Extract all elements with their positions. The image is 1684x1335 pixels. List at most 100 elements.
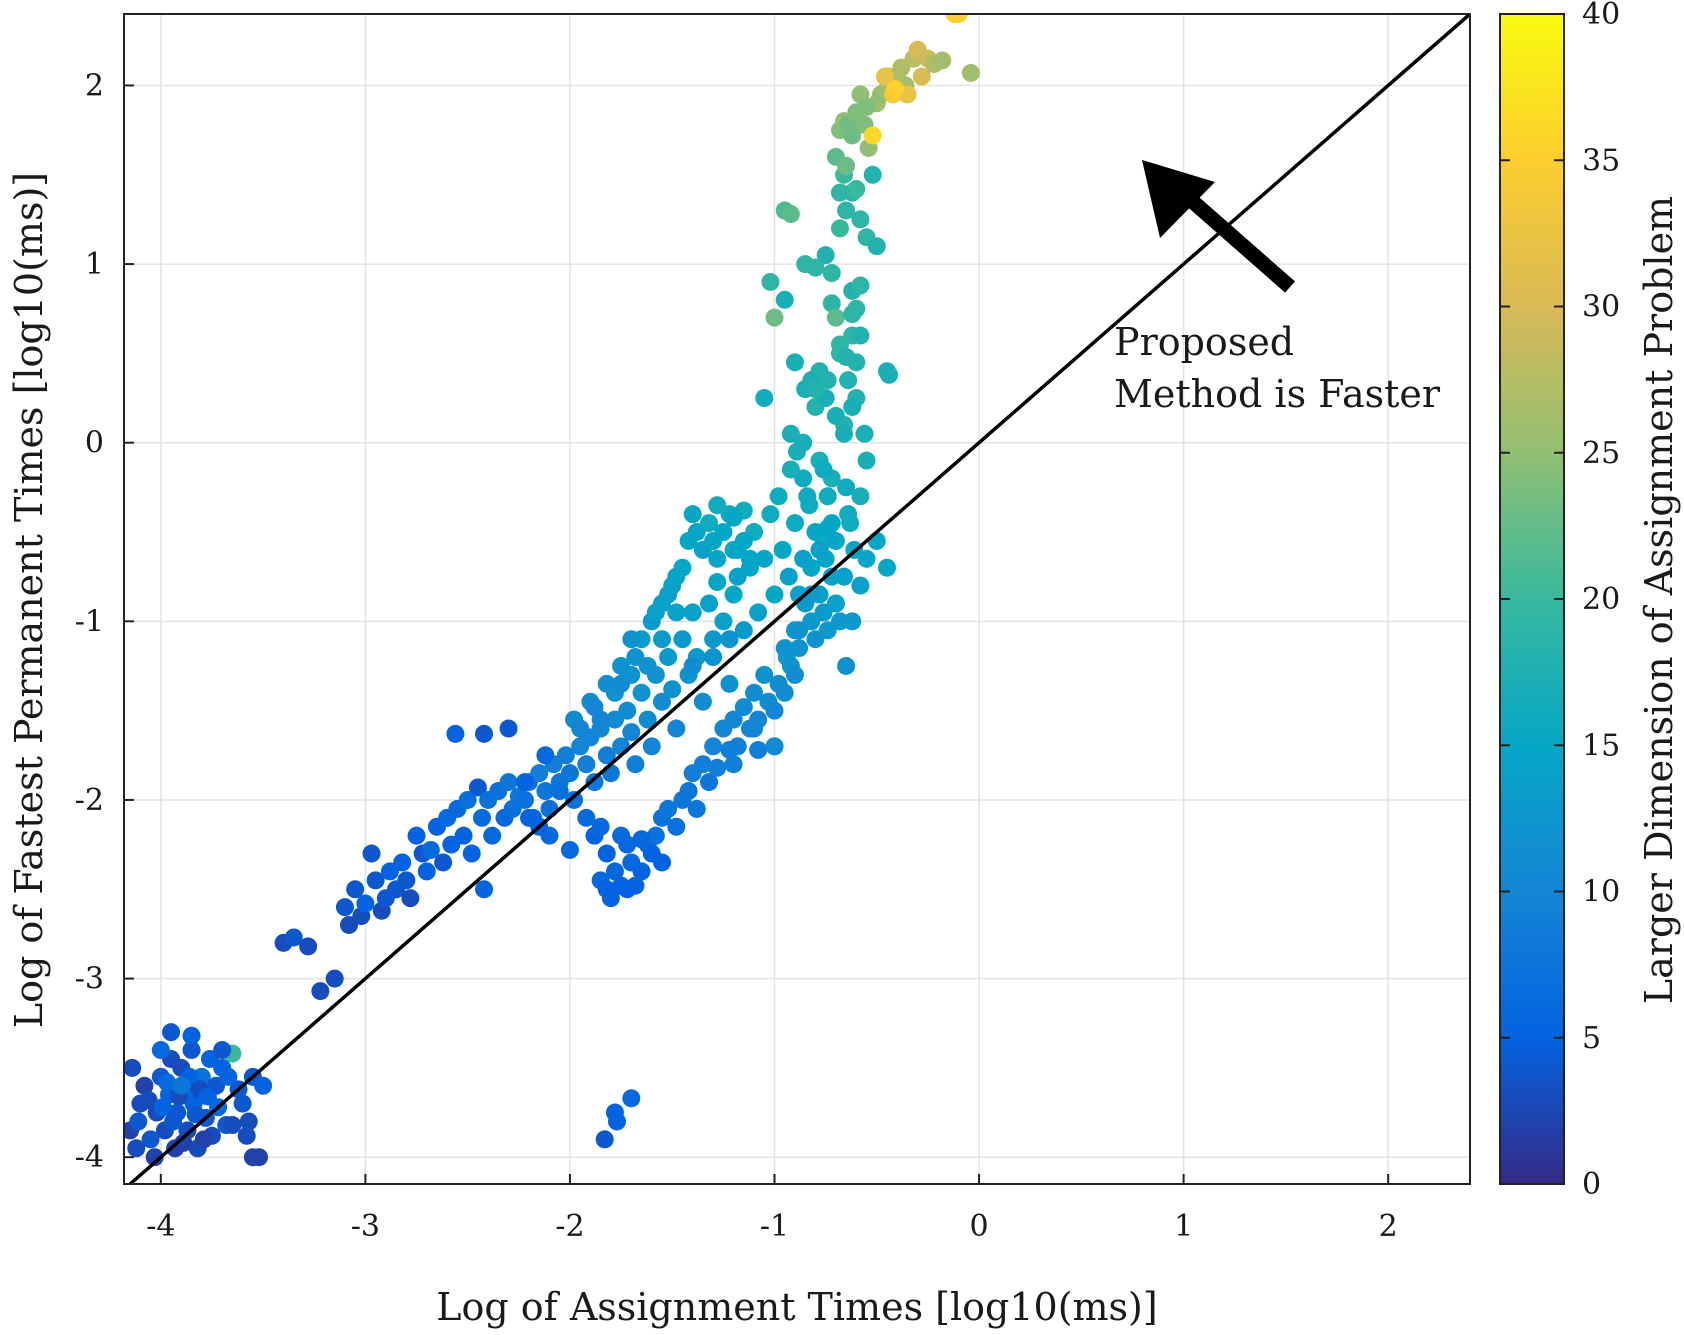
scatter-point	[652, 630, 671, 649]
y-tick-label: -2	[75, 783, 104, 818]
scatter-point	[810, 540, 829, 559]
scatter-point	[421, 840, 440, 859]
scatter-point	[182, 1041, 201, 1060]
scatter-point	[847, 353, 866, 372]
scatter-point	[652, 853, 671, 872]
scatter-point	[194, 1130, 213, 1149]
scatter-point	[687, 799, 706, 818]
scatter-point	[765, 701, 784, 720]
colorbar-tick-label: 25	[1582, 436, 1620, 471]
scatter-point	[632, 830, 651, 849]
scatter-point	[139, 1091, 158, 1110]
scatter-point	[830, 183, 849, 202]
scatter-point	[141, 1130, 160, 1149]
y-axis-label: Log of Fastest Permanent Times [log10(ms…	[7, 172, 51, 1028]
scatter-point	[800, 496, 819, 515]
scatter-point	[239, 1112, 258, 1131]
scatter-point	[773, 540, 792, 559]
scatter-point	[822, 264, 841, 283]
scatter-point	[806, 380, 825, 399]
scatter-point	[949, 14, 968, 23]
scatter-point	[734, 621, 753, 640]
data-points	[124, 14, 980, 1167]
scatter-point	[781, 424, 800, 443]
scatter-point	[835, 567, 854, 586]
scatter-point	[781, 205, 800, 224]
colorbar-label: Larger Dimension of Assignment Problem	[1637, 196, 1681, 1004]
x-tick-label: 0	[970, 1209, 989, 1244]
scatter-point	[135, 1076, 154, 1095]
scatter-point	[237, 1126, 256, 1145]
scatter-point	[818, 487, 837, 506]
scatter-point	[254, 1076, 273, 1095]
y-tick-label: -4	[75, 1140, 104, 1175]
y-tick-label: 1	[85, 247, 104, 282]
scatter-point	[708, 573, 727, 592]
scatter-point	[233, 1094, 252, 1113]
scatter-point	[454, 826, 473, 845]
scatter-point	[765, 308, 784, 327]
scatter-point	[847, 180, 866, 199]
scatter-point	[851, 326, 870, 345]
scatter-point	[745, 719, 764, 738]
scatter-point	[769, 487, 788, 506]
scatter-point	[839, 371, 858, 390]
scatter-point	[857, 97, 876, 116]
scatter-point	[826, 406, 845, 425]
scatter-point	[837, 156, 856, 175]
scatter-point	[749, 603, 768, 622]
scatter-point	[785, 353, 804, 372]
scatter-point	[124, 1058, 142, 1077]
scatter-point	[446, 724, 465, 743]
y-tick-label: -3	[75, 962, 104, 997]
scatter-point	[826, 594, 845, 613]
annotation: Proposed Method is Faster	[1114, 160, 1441, 416]
scatter-point	[700, 773, 719, 792]
colorbar-gradient	[1499, 13, 1565, 1185]
scatter-point	[362, 844, 381, 863]
scatter-point	[761, 272, 780, 291]
scatter-point	[843, 397, 862, 416]
scatter-point	[679, 782, 698, 801]
scatter-point	[761, 505, 780, 524]
scatter-point	[417, 862, 436, 881]
scatter-point	[659, 648, 678, 667]
scatter-point	[172, 1076, 191, 1095]
scatter-point	[311, 982, 330, 1001]
scatter-point	[472, 808, 491, 827]
scatter-point	[475, 724, 494, 743]
scatter-point	[875, 67, 894, 86]
scatter-point	[841, 514, 860, 533]
scatter-point	[837, 201, 856, 220]
y-tick-label: 0	[85, 426, 104, 461]
scatter-point	[646, 826, 665, 845]
scatter-point	[749, 740, 768, 759]
scatter-point	[785, 665, 804, 684]
scatter-point	[785, 514, 804, 533]
scatter-point	[818, 519, 837, 538]
x-tick-label: 1	[1174, 1209, 1193, 1244]
scatter-point	[601, 764, 620, 783]
scatter-point	[724, 508, 743, 527]
scatter-point	[724, 585, 743, 604]
scatter-point	[550, 782, 569, 801]
scatter-point	[145, 1148, 164, 1167]
scatter-point	[612, 674, 631, 693]
scatter-point	[626, 876, 645, 895]
scatter-point	[299, 937, 318, 956]
scatter-point	[837, 656, 856, 675]
x-tick-label: 2	[1379, 1209, 1398, 1244]
scatter-point	[843, 305, 862, 324]
scatter-point	[219, 1067, 238, 1086]
scatter-point	[755, 389, 774, 408]
scatter-point	[659, 799, 678, 818]
scatter-point	[458, 790, 477, 809]
scatter-point	[157, 1073, 176, 1092]
annotation-line-2: Method is Faster	[1114, 372, 1441, 416]
colorbar-tick-label: 35	[1582, 143, 1620, 178]
arrow-shaft	[1178, 187, 1295, 293]
scatter-point	[626, 755, 645, 774]
scatter-point	[794, 549, 813, 568]
scatter-point	[667, 603, 686, 622]
